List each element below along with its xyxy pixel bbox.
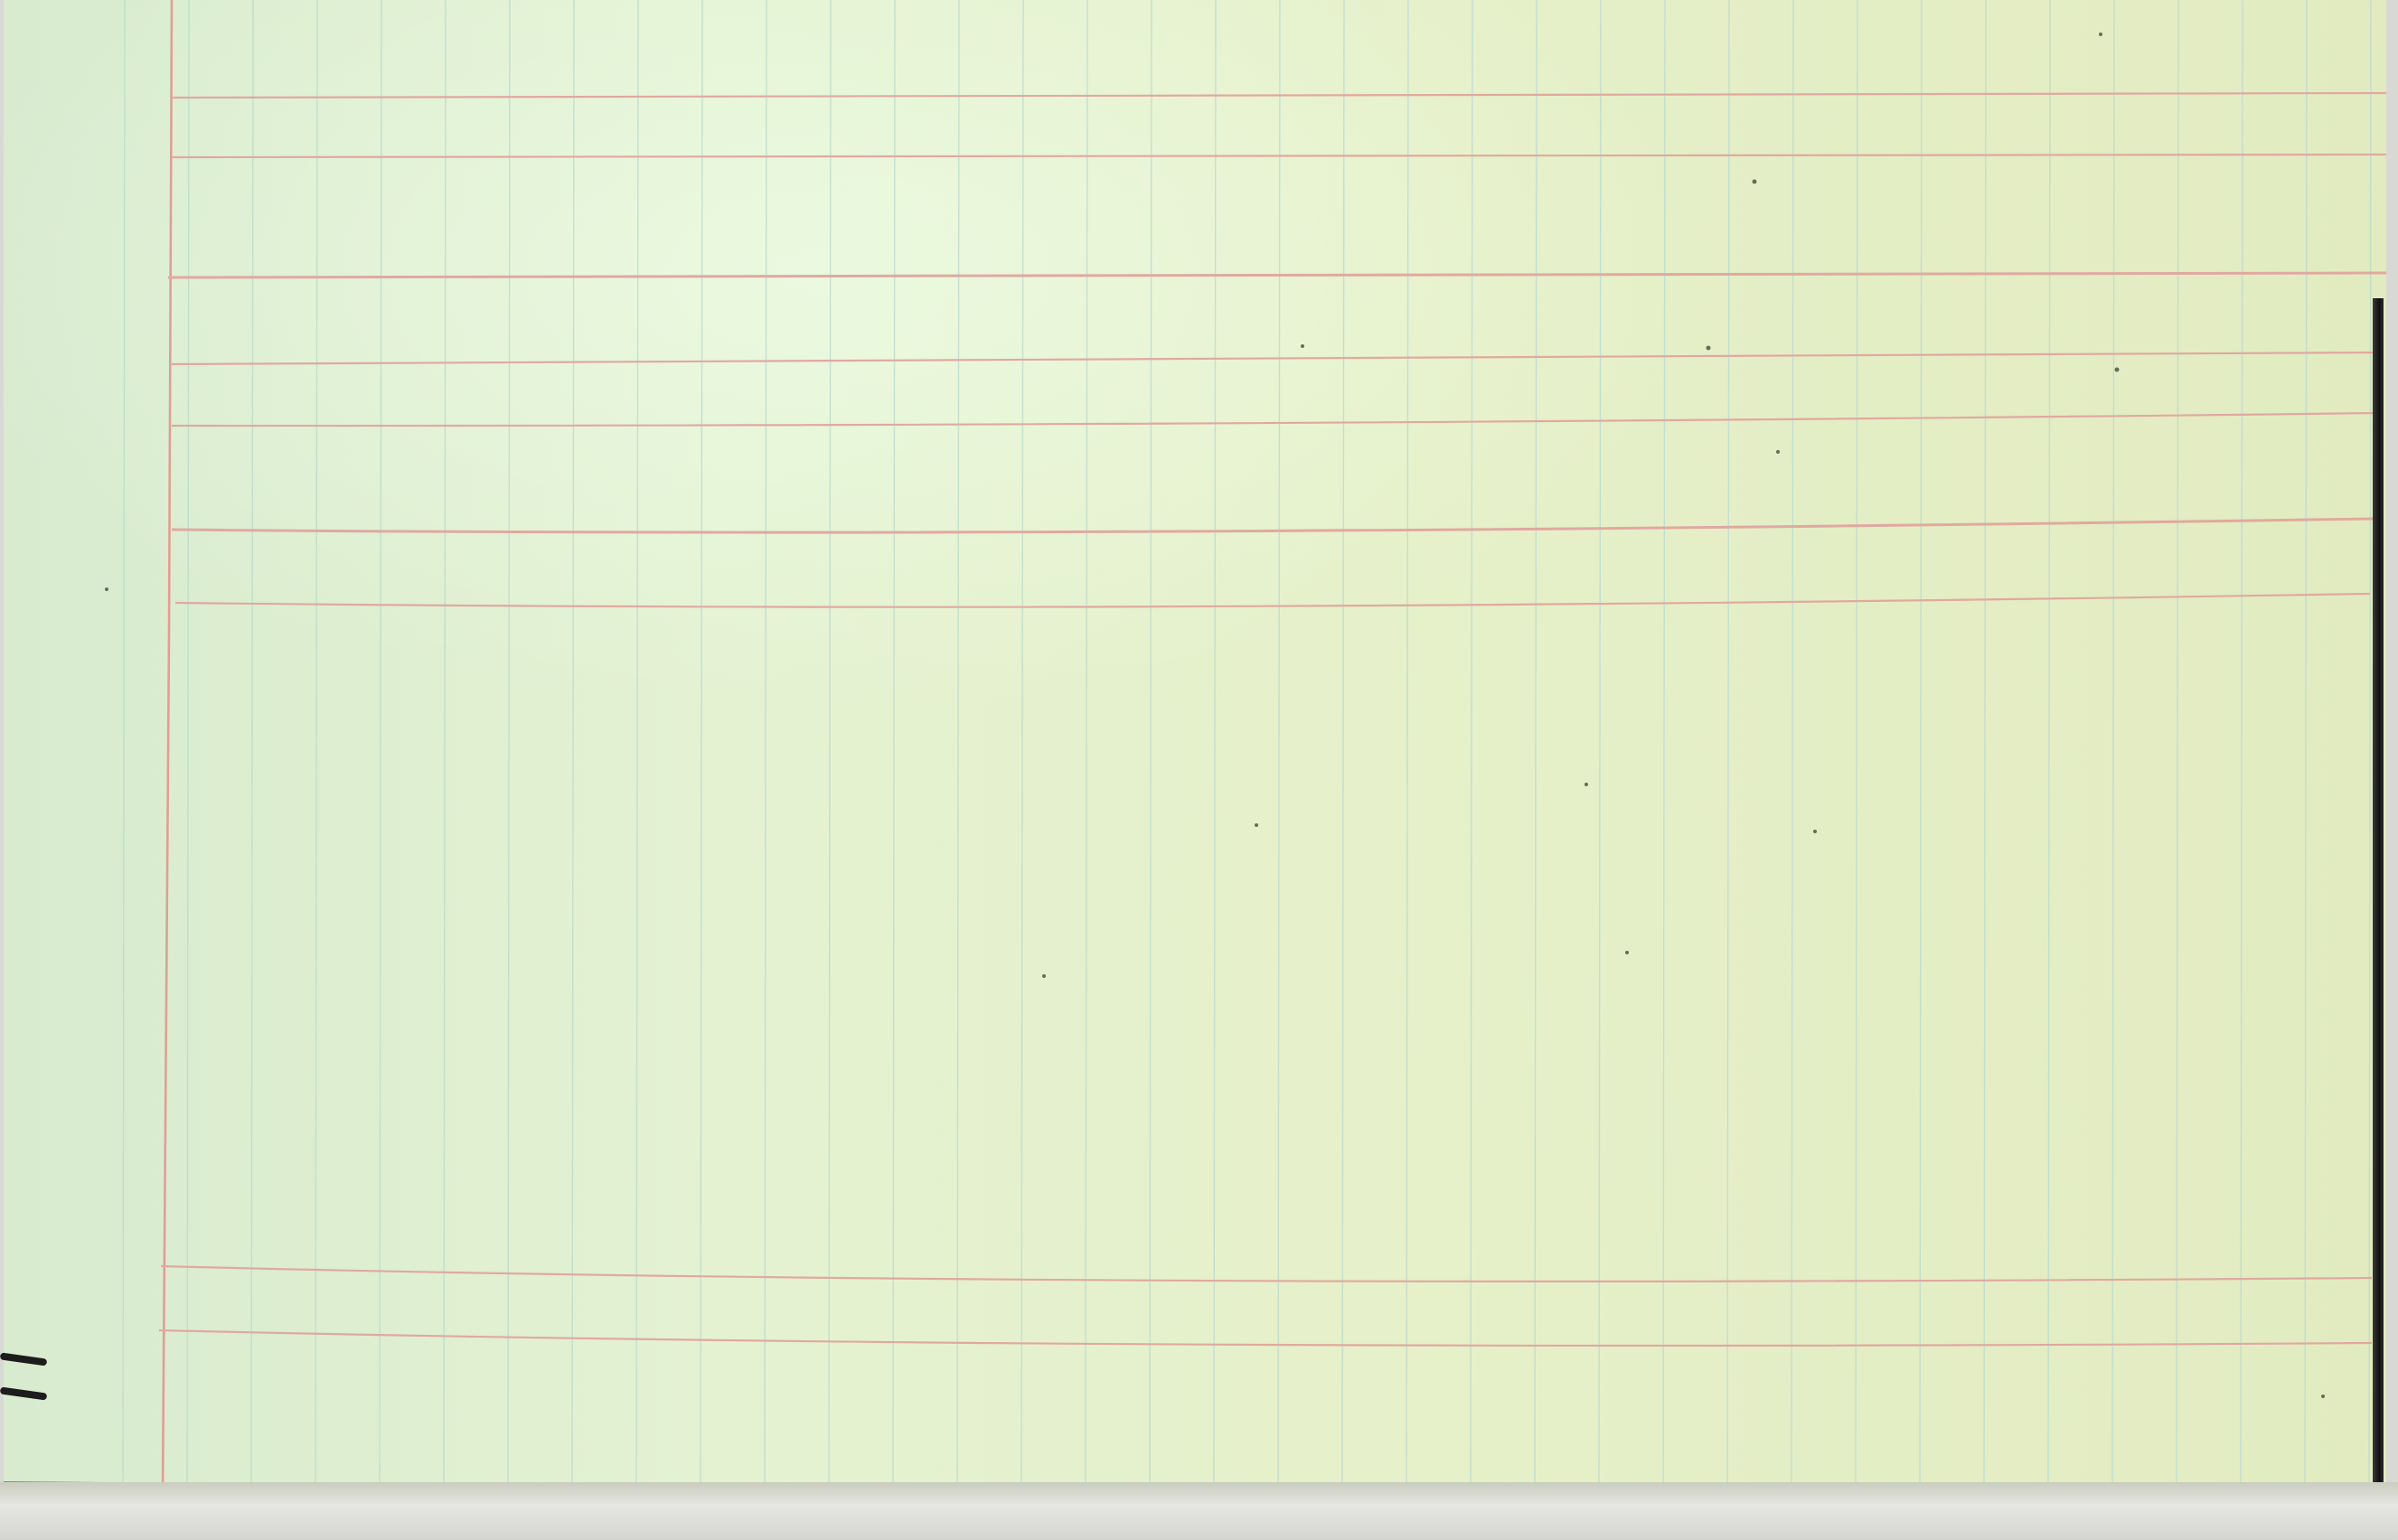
column-rule xyxy=(250,0,254,1483)
column-rule xyxy=(1598,0,1602,1483)
header-rule-5 xyxy=(171,411,2380,427)
page-bottom-edge xyxy=(0,1482,2398,1540)
column-rule xyxy=(186,0,190,1483)
column-rule xyxy=(956,0,960,1483)
footer-rules xyxy=(158,1264,2373,1348)
column-rule xyxy=(1020,0,1024,1483)
column-rule xyxy=(635,0,639,1483)
column-rule xyxy=(1919,0,1923,1483)
column-rule xyxy=(379,0,382,1483)
column-rule xyxy=(892,0,896,1483)
column-rule xyxy=(507,0,511,1483)
column-rule xyxy=(1085,0,1088,1483)
column-rule xyxy=(2047,0,2051,1483)
column-rule xyxy=(764,0,767,1483)
left-margin-rule xyxy=(161,0,174,1492)
column-rule xyxy=(2240,0,2243,1483)
header-rules xyxy=(167,91,2386,608)
header-rule-7 xyxy=(174,592,2371,608)
header-rule-2 xyxy=(171,153,2386,159)
page-right-edge-shadow xyxy=(2373,298,2384,1491)
column-rule xyxy=(828,0,832,1483)
column-rule xyxy=(1149,0,1152,1483)
column-rule xyxy=(1662,0,1666,1483)
column-rule xyxy=(571,0,575,1483)
column-rule xyxy=(122,0,126,1483)
column-rule xyxy=(443,0,447,1483)
column-rules xyxy=(122,0,2372,1483)
ledger-sheet xyxy=(4,0,2386,1500)
column-rule xyxy=(1213,0,1217,1483)
column-rule xyxy=(1855,0,1858,1483)
column-rule xyxy=(700,0,703,1483)
header-rule-3 xyxy=(167,271,2386,279)
column-rule xyxy=(315,0,318,1483)
column-rule xyxy=(2304,0,2308,1483)
column-rule xyxy=(2368,0,2372,1483)
column-rule xyxy=(1534,0,1538,1483)
column-rule xyxy=(2176,0,2179,1483)
column-rule xyxy=(1791,0,1794,1483)
column-rule xyxy=(1277,0,1281,1483)
column-rule xyxy=(1470,0,1473,1483)
footer-rule-2 xyxy=(158,1329,2373,1348)
column-rule xyxy=(2111,0,2115,1483)
column-rule xyxy=(1983,0,1987,1483)
column-rule xyxy=(1406,0,1409,1483)
column-rule xyxy=(1726,0,1730,1483)
footer-rule-1 xyxy=(160,1264,2373,1282)
header-rule-1 xyxy=(171,91,2386,99)
ledger-rules xyxy=(4,0,2386,1492)
dust-specks xyxy=(105,33,2325,1398)
header-rule-6 xyxy=(171,517,2374,534)
header-rule-4 xyxy=(171,351,2384,366)
column-rule xyxy=(1341,0,1345,1483)
